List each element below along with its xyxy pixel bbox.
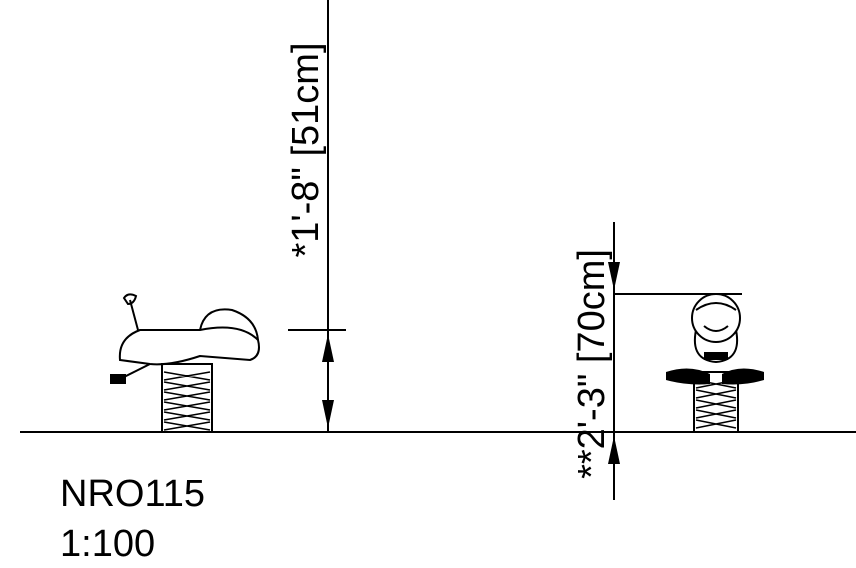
spring-rider-right xyxy=(666,293,764,433)
dimension-label: **2'-3" [70cm] xyxy=(571,249,613,479)
dimension-left xyxy=(288,0,346,432)
spring-rider-left xyxy=(110,293,260,433)
scale: 1:100 xyxy=(60,523,155,565)
dimension-label: *1'-8" [51cm] xyxy=(285,42,327,257)
model-number: NRO115 xyxy=(60,473,205,515)
